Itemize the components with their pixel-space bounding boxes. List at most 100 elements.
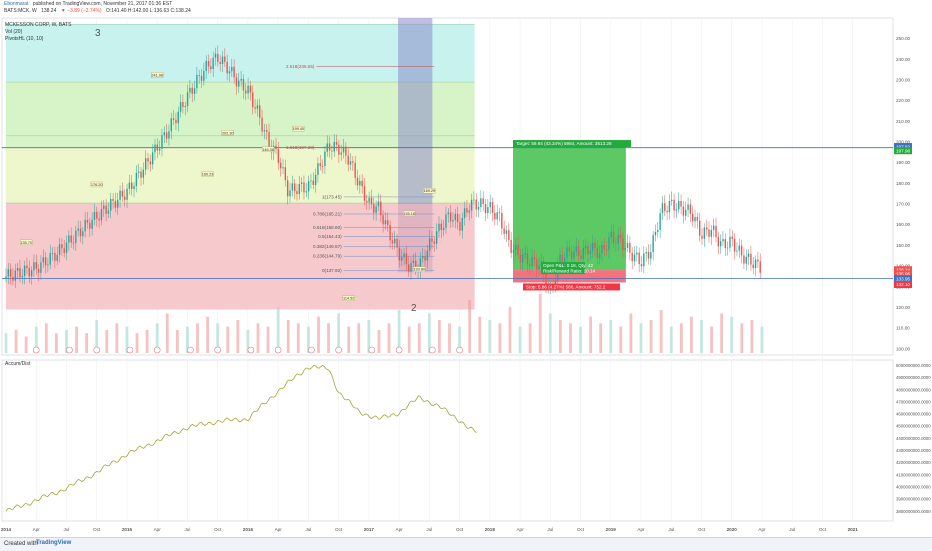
candle-body bbox=[349, 161, 352, 165]
candle bbox=[91, 212, 93, 236]
candle-body bbox=[133, 186, 135, 190]
candle bbox=[733, 232, 736, 260]
candle-body bbox=[54, 252, 56, 261]
volume-bar bbox=[649, 320, 653, 353]
candle-body bbox=[463, 208, 466, 219]
candle-body bbox=[745, 256, 747, 264]
candle bbox=[168, 124, 170, 146]
candle bbox=[698, 212, 701, 242]
candle bbox=[696, 212, 699, 229]
open-pnl-box bbox=[541, 262, 586, 275]
candle bbox=[179, 94, 182, 118]
candle bbox=[161, 128, 163, 157]
pivot-label-box bbox=[90, 181, 103, 188]
candle-body bbox=[724, 239, 727, 248]
candle-body bbox=[326, 143, 328, 152]
candle bbox=[468, 204, 470, 221]
candle-body bbox=[310, 180, 312, 182]
candle-body bbox=[284, 167, 287, 181]
candle-body bbox=[328, 143, 331, 151]
candle bbox=[133, 181, 135, 198]
candle bbox=[426, 245, 429, 269]
candle-body bbox=[366, 200, 368, 203]
candle bbox=[356, 169, 359, 191]
candle-body bbox=[300, 182, 303, 184]
price-tick-9: 160.00 bbox=[896, 222, 910, 227]
candle-body bbox=[673, 199, 675, 211]
candle-body bbox=[340, 152, 342, 155]
candle-body bbox=[342, 146, 345, 153]
ad-tick-1: 4900000000.0000 bbox=[896, 375, 931, 380]
candle bbox=[56, 246, 58, 265]
author-link[interactable]: Ebonmarat bbox=[4, 1, 29, 7]
candle bbox=[79, 220, 82, 243]
candle bbox=[247, 77, 249, 99]
candle bbox=[745, 249, 747, 271]
candle bbox=[405, 246, 408, 272]
candle bbox=[340, 144, 342, 161]
volume-bar bbox=[347, 326, 351, 353]
candle bbox=[33, 254, 35, 277]
candle bbox=[214, 47, 217, 66]
price-badge-5: 132.10 bbox=[896, 282, 910, 287]
candle bbox=[149, 154, 152, 172]
candle-body bbox=[598, 253, 601, 259]
ad-tick-2: 4800000000.0000 bbox=[896, 387, 931, 392]
candle bbox=[321, 159, 324, 174]
candle bbox=[671, 191, 673, 206]
candle-body bbox=[212, 57, 214, 70]
candle-body bbox=[515, 244, 517, 250]
chart-canvas[interactable]: 2.618(236.55)1.618(197.28)1(173.45)0.786… bbox=[0, 0, 932, 537]
ad-tick-6: 4400000000.0000 bbox=[896, 436, 931, 441]
open-pnl-label: Open P&L: 0.18, Qty: 42 bbox=[543, 263, 593, 268]
candle bbox=[226, 54, 228, 81]
volume-bar bbox=[468, 300, 472, 353]
candle bbox=[58, 237, 61, 263]
candle-body bbox=[431, 238, 433, 242]
candle-body bbox=[44, 257, 47, 266]
pivot-label-7: 114.52 bbox=[343, 297, 354, 301]
legend-pivots[interactable]: PivotsHL (10, 10) bbox=[5, 36, 44, 42]
candle-body bbox=[259, 105, 261, 118]
candle bbox=[196, 66, 198, 94]
candle-body bbox=[354, 162, 356, 178]
candle bbox=[49, 244, 51, 270]
stop-label-box bbox=[523, 283, 621, 291]
candle-body bbox=[687, 204, 689, 210]
candle-body bbox=[210, 66, 212, 70]
candle bbox=[114, 192, 117, 213]
candle bbox=[433, 236, 436, 252]
candle bbox=[349, 153, 352, 171]
candle bbox=[16, 262, 19, 279]
candle-body bbox=[617, 234, 619, 244]
candle bbox=[496, 204, 498, 226]
candle bbox=[678, 192, 680, 214]
candle bbox=[44, 252, 47, 274]
time-tick-24: 2020 bbox=[727, 527, 738, 532]
time-tick-18: Jul bbox=[547, 527, 553, 532]
candle-body bbox=[172, 118, 175, 120]
candle-body bbox=[612, 231, 615, 243]
candle bbox=[484, 199, 487, 222]
candle-body bbox=[296, 191, 298, 195]
symbol: BATS:MCK, W bbox=[4, 8, 37, 14]
candle-body bbox=[286, 180, 289, 197]
candle-body bbox=[168, 131, 170, 139]
candle-body bbox=[466, 208, 468, 213]
tradingview-logo[interactable]: TradingView bbox=[36, 540, 72, 546]
candle bbox=[664, 195, 666, 217]
candle-body bbox=[494, 212, 496, 220]
candle-body bbox=[268, 131, 270, 147]
candle-body bbox=[501, 213, 503, 229]
candle-body bbox=[165, 132, 168, 139]
candle bbox=[377, 193, 380, 212]
price-badge-0: 197.82 bbox=[896, 144, 910, 149]
candle bbox=[512, 244, 515, 262]
candle bbox=[212, 51, 214, 77]
volume-bar bbox=[760, 326, 764, 353]
candle bbox=[754, 255, 757, 277]
candle-body bbox=[654, 231, 657, 236]
volume-bar bbox=[296, 323, 300, 353]
candle bbox=[452, 212, 454, 228]
legend-volume[interactable]: Vol (20) bbox=[5, 29, 23, 35]
